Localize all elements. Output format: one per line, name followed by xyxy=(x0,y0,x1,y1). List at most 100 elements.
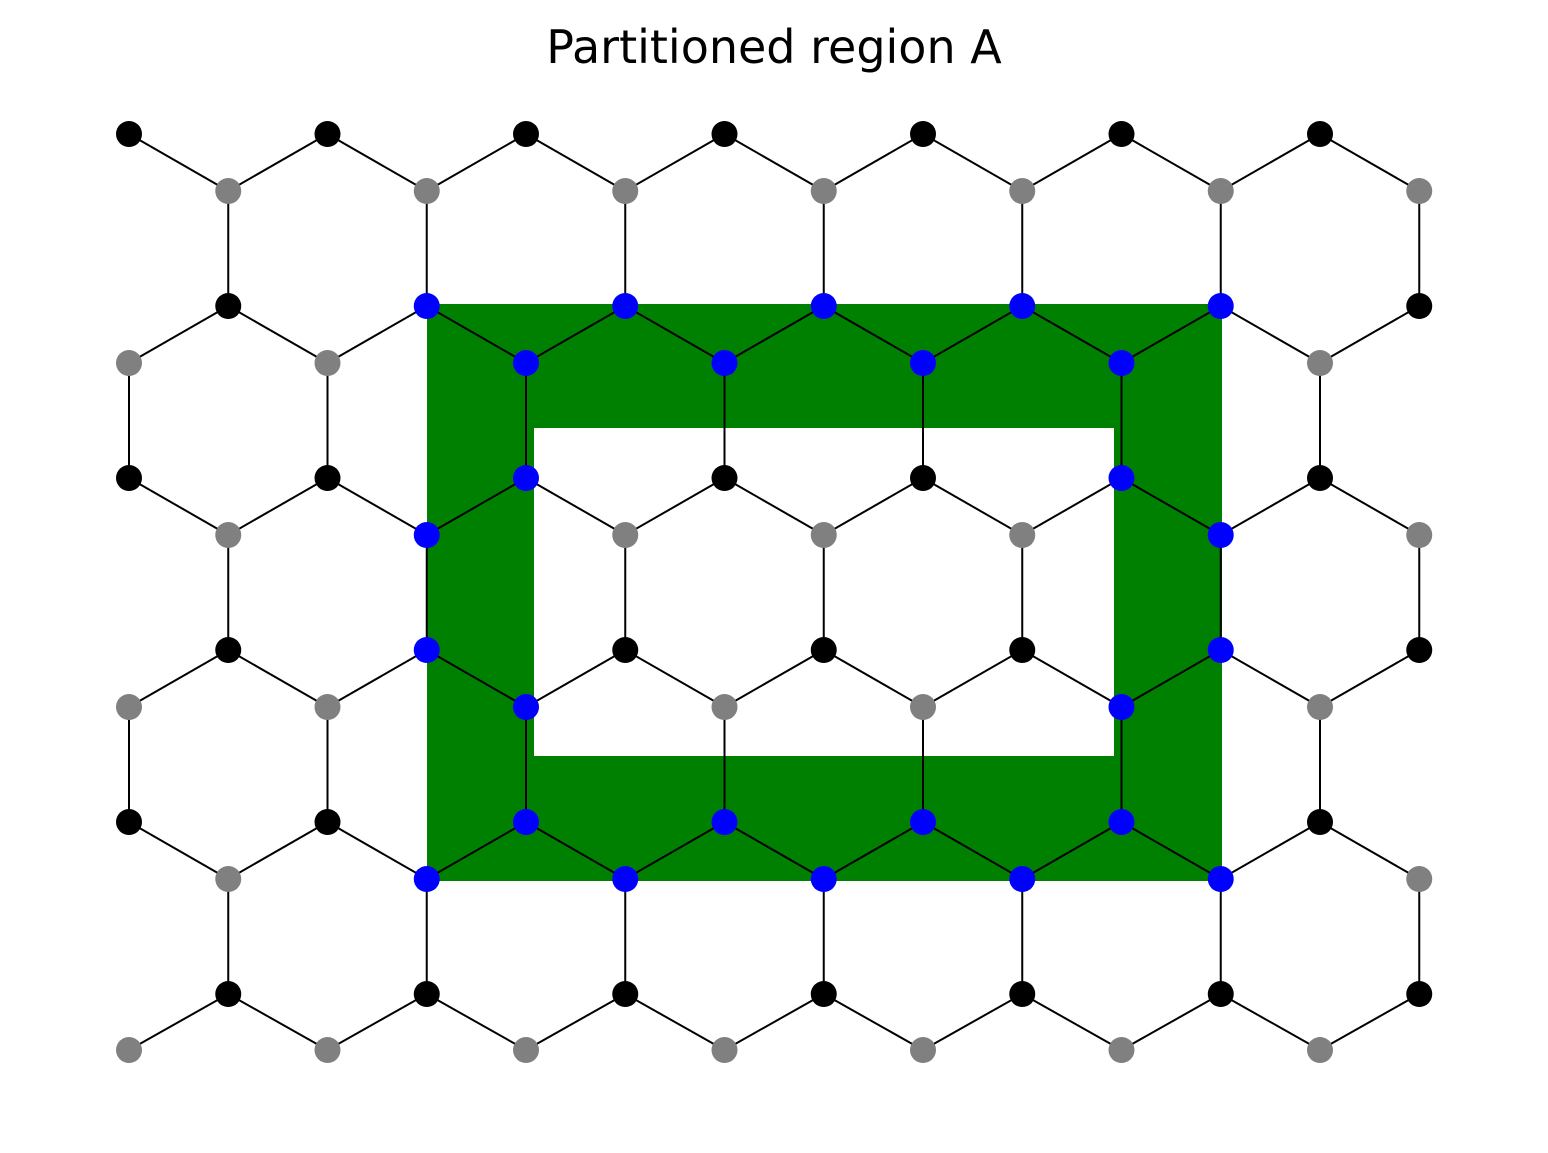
site-sublattice-b xyxy=(1307,350,1333,376)
site-boundary xyxy=(612,866,639,892)
site-boundary xyxy=(1009,293,1036,319)
site-sublattice-a xyxy=(314,121,341,147)
site-boundary xyxy=(413,866,440,892)
site-sublattice-b xyxy=(215,178,242,204)
site-sublattice-a xyxy=(1406,981,1433,1007)
site-boundary xyxy=(810,293,837,319)
site-sublattice-a xyxy=(1108,121,1135,147)
bond xyxy=(724,133,825,192)
bond xyxy=(624,477,725,536)
site-sublattice-b xyxy=(1406,866,1433,892)
bond xyxy=(327,649,428,708)
bond xyxy=(1319,477,1420,536)
bond-layer xyxy=(128,133,1421,1051)
site-sublattice-a xyxy=(1207,981,1234,1007)
bond xyxy=(624,821,725,880)
site-boundary xyxy=(413,522,440,548)
bond xyxy=(823,821,924,880)
bond xyxy=(1220,133,1321,192)
bond xyxy=(922,821,1023,880)
site-sublattice-a xyxy=(215,293,242,319)
bond xyxy=(426,649,527,708)
site-sublattice-b xyxy=(215,522,242,548)
site-sublattice-a xyxy=(314,465,341,491)
site-boundary xyxy=(910,350,936,376)
bond xyxy=(227,821,328,880)
site-sublattice-a xyxy=(1406,293,1433,319)
site-sublattice-b xyxy=(1009,522,1036,548)
bond xyxy=(525,821,626,880)
site-sublattice-a xyxy=(910,465,936,491)
site-boundary xyxy=(711,809,738,835)
site-boundary xyxy=(711,350,738,376)
bond xyxy=(128,305,229,364)
site-boundary xyxy=(1108,809,1135,835)
bond xyxy=(426,993,527,1051)
bond xyxy=(624,305,725,364)
bond xyxy=(1220,649,1321,708)
site-sublattice-b xyxy=(810,522,837,548)
bond xyxy=(525,133,626,192)
site-sublattice-b xyxy=(413,178,440,204)
site-sublattice-a xyxy=(810,981,837,1007)
site-boundary xyxy=(513,465,539,491)
bond xyxy=(525,649,626,708)
site-sublattice-a xyxy=(1307,809,1333,835)
bond xyxy=(624,133,725,192)
figure-title: Partitioned region A xyxy=(546,20,1002,74)
bond xyxy=(128,649,229,708)
site-boundary xyxy=(1009,866,1036,892)
bond xyxy=(823,477,924,536)
bond xyxy=(922,305,1023,364)
site-sublattice-a xyxy=(215,981,242,1007)
site-boundary xyxy=(910,809,936,835)
site-sublattice-a xyxy=(612,981,639,1007)
bond xyxy=(1319,821,1420,880)
site-sublattice-b xyxy=(1307,1037,1333,1063)
bond xyxy=(922,649,1023,708)
bond xyxy=(525,477,626,536)
site-sublattice-a xyxy=(711,121,738,147)
site-sublattice-b xyxy=(1406,522,1433,548)
site-sublattice-b xyxy=(116,1037,142,1063)
bond xyxy=(227,993,328,1051)
bond xyxy=(1021,477,1122,536)
site-sublattice-b xyxy=(314,1037,341,1063)
bond xyxy=(1021,133,1122,192)
site-sublattice-b xyxy=(1307,694,1333,720)
bond xyxy=(1319,649,1420,708)
bond xyxy=(1319,133,1420,192)
site-sublattice-b xyxy=(1406,178,1433,204)
bond xyxy=(1319,993,1420,1051)
bond xyxy=(327,305,428,364)
bond xyxy=(227,305,328,364)
bond xyxy=(823,133,924,192)
bond xyxy=(624,649,725,708)
bond xyxy=(823,993,924,1051)
bond xyxy=(724,305,825,364)
bond xyxy=(823,649,924,708)
site-boundary xyxy=(1207,293,1234,319)
site-boundary xyxy=(1108,465,1135,491)
bond xyxy=(128,821,229,880)
site-boundary xyxy=(413,293,440,319)
bond xyxy=(1121,477,1222,536)
site-sublattice-a xyxy=(116,121,142,147)
bond xyxy=(1121,649,1222,708)
bond xyxy=(426,305,527,364)
bond xyxy=(823,305,924,364)
site-sublattice-b xyxy=(612,522,639,548)
site-sublattice-a xyxy=(314,809,341,835)
site-sublattice-b xyxy=(513,1037,539,1063)
bond xyxy=(1121,133,1222,192)
bond xyxy=(1021,649,1122,708)
bond xyxy=(1121,821,1222,880)
bond xyxy=(525,993,626,1051)
site-boundary xyxy=(810,866,837,892)
bond xyxy=(128,477,229,536)
site-sublattice-b xyxy=(910,694,936,720)
bond xyxy=(922,993,1023,1051)
bond xyxy=(724,477,825,536)
